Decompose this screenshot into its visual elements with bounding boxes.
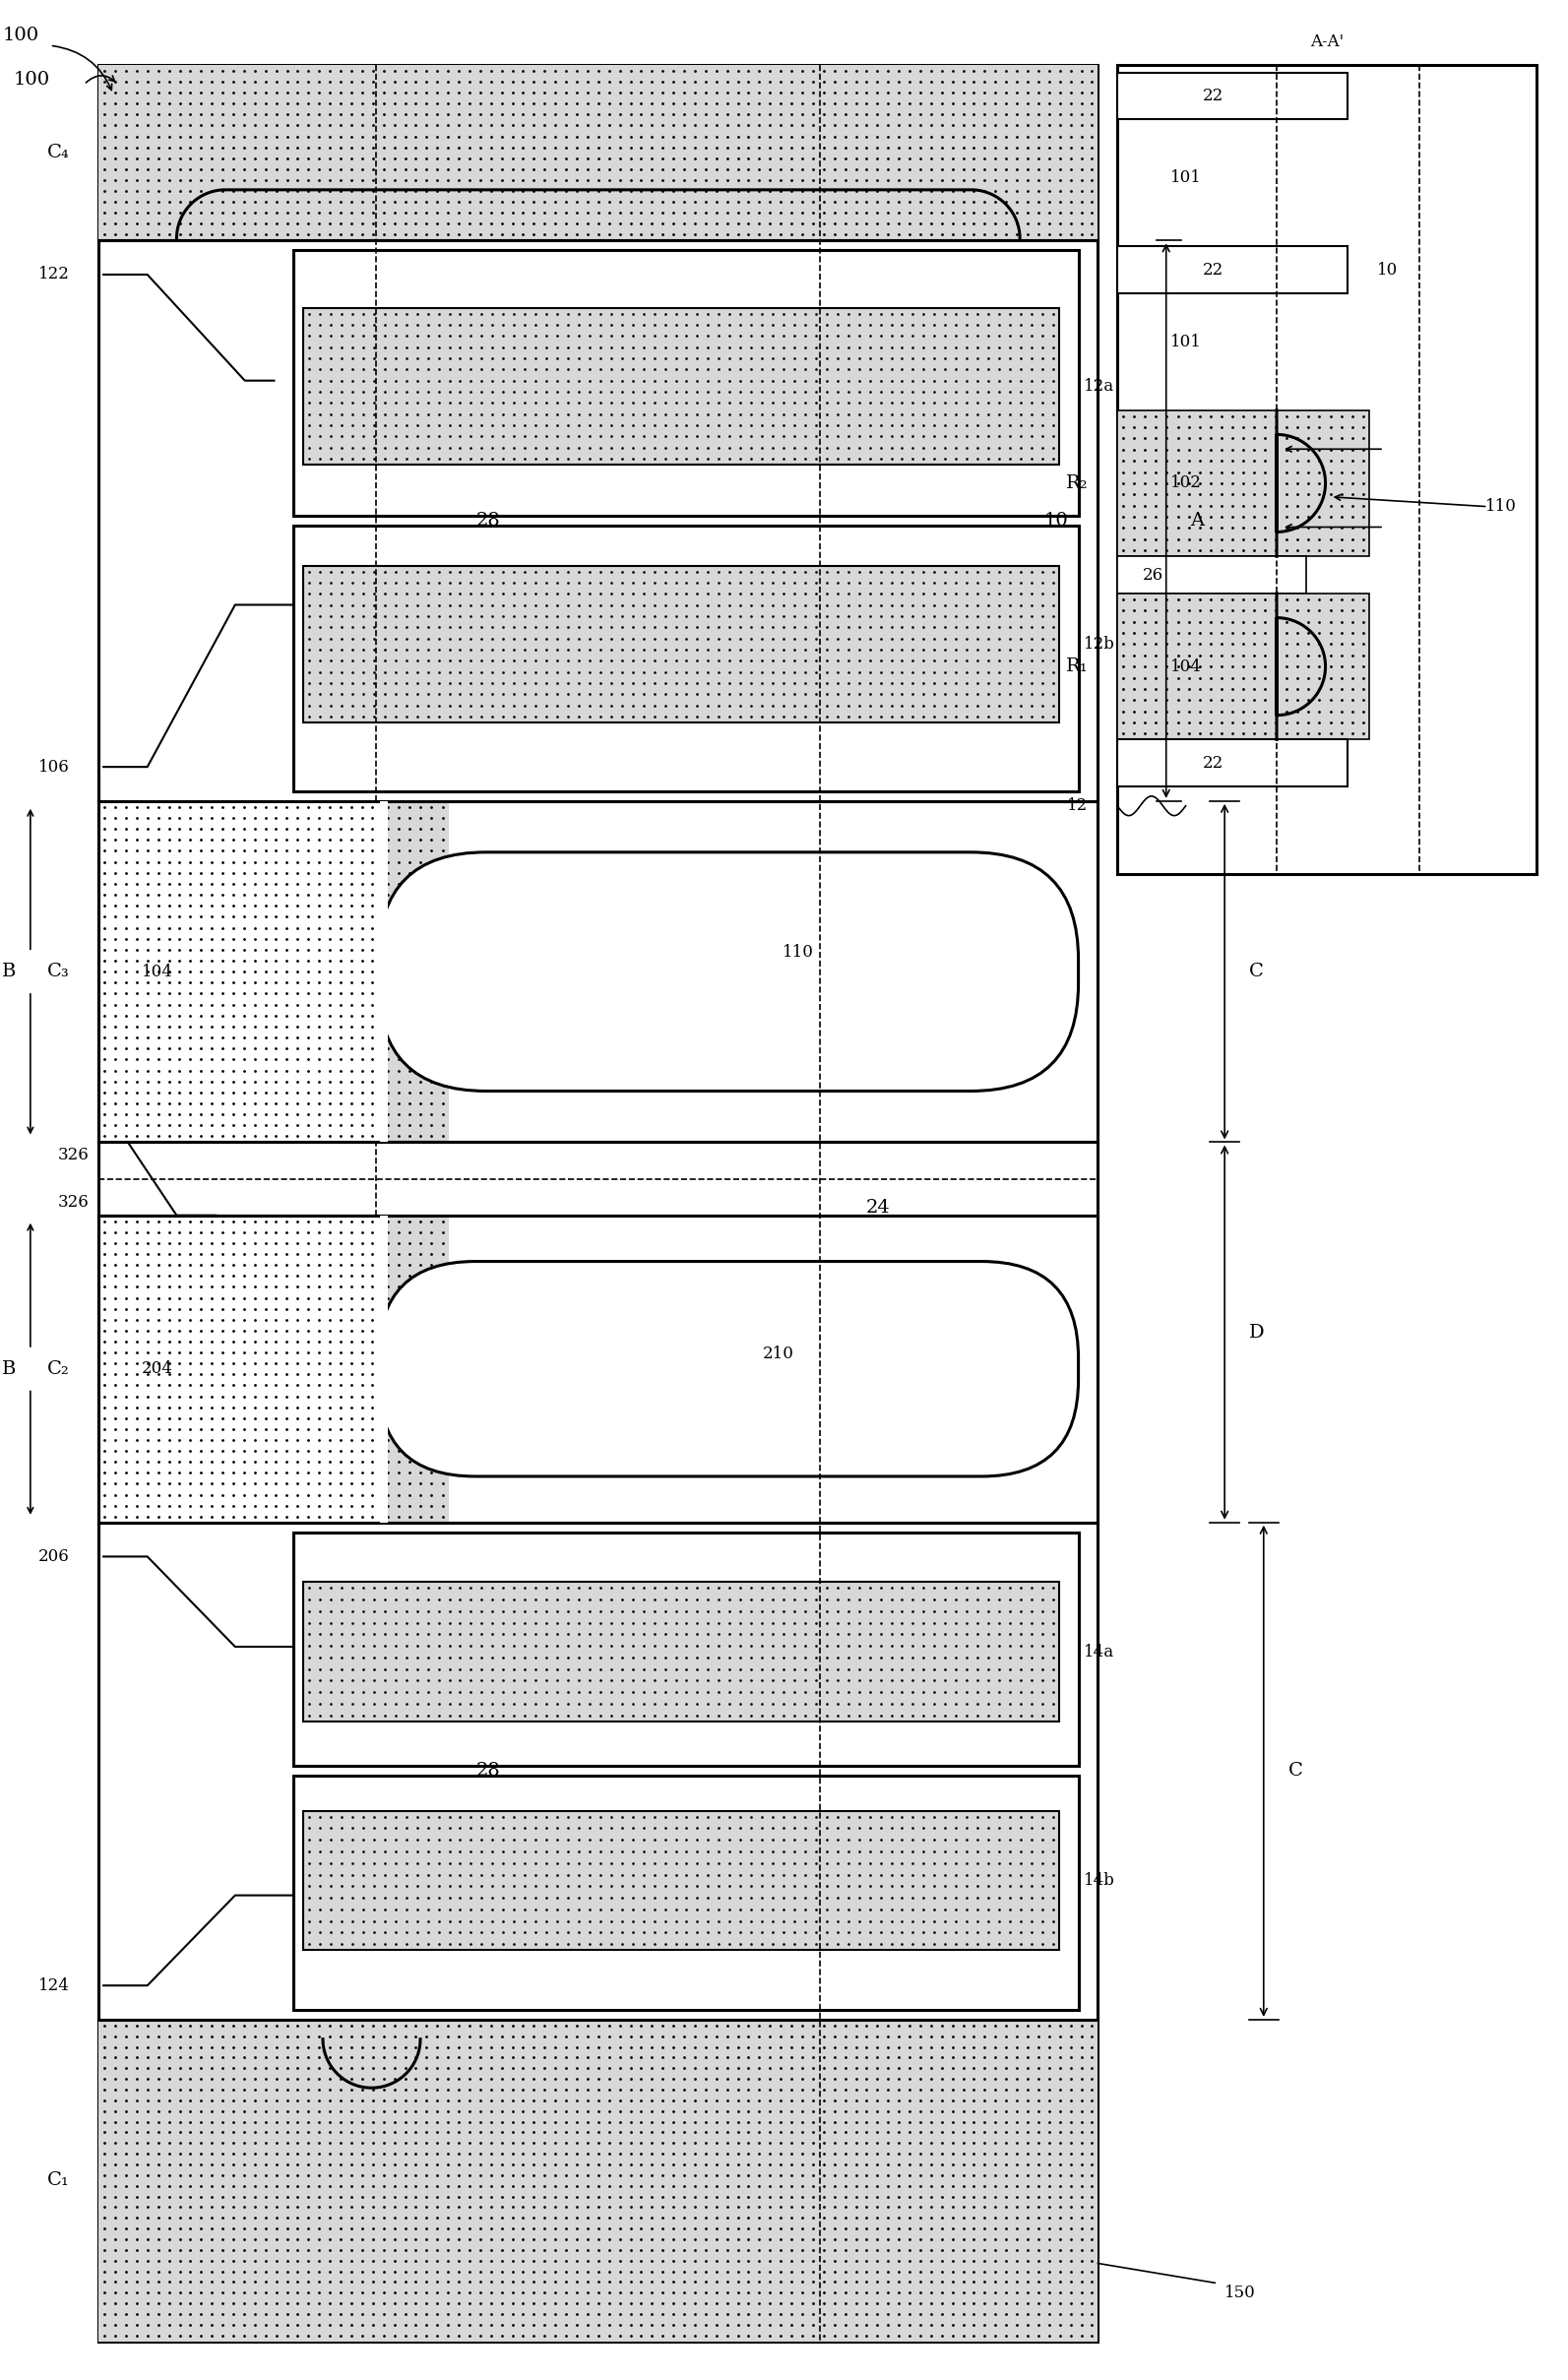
Text: R₂: R₂ [1066,474,1088,493]
Bar [99,802,389,1142]
Bar [99,64,1098,2342]
Text: 326: 326 [58,1195,89,1211]
Bar [99,1523,1098,2021]
Text: 101: 101 [1170,333,1201,350]
Text: 12b: 12b [1083,635,1115,652]
Bar [1118,74,1348,119]
Text: 14b: 14b [1083,1873,1115,1890]
Text: A-A': A-A' [1311,33,1344,50]
Text: 12a: 12a [1083,378,1113,395]
Bar [1118,409,1369,557]
Text: R₁: R₁ [1066,657,1088,676]
Text: 104: 104 [1170,659,1201,676]
Text: B: B [2,964,16,981]
Text: C₃: C₃ [47,964,69,981]
Bar [1118,557,1306,593]
Text: C: C [1250,964,1264,981]
Text: 206: 206 [38,1549,69,1566]
Text: 104: 104 [141,964,172,981]
Text: 28: 28 [477,1761,500,1780]
Text: 204: 204 [141,1361,172,1378]
Text: 124: 124 [38,1978,69,1994]
Text: 326: 326 [58,1147,89,1164]
Bar [99,802,448,1142]
Bar [99,2021,1098,2342]
FancyBboxPatch shape [378,1261,1079,1476]
Text: 22: 22 [1203,88,1223,105]
Bar [99,1216,448,1523]
Bar [99,64,1098,240]
Text: 26: 26 [1143,566,1163,583]
Bar [99,802,378,1142]
Text: A: A [1190,512,1204,531]
Bar [1118,64,1537,873]
Bar [303,1811,1058,1949]
Text: 24: 24 [866,1200,891,1216]
Bar [1118,593,1369,740]
Text: 210: 210 [762,1347,793,1364]
Text: 110: 110 [782,945,814,962]
Text: C₁: C₁ [47,2171,69,2190]
Text: 102: 102 [1170,476,1201,493]
Bar [303,566,1058,724]
FancyBboxPatch shape [378,852,1079,1090]
Bar [99,1216,378,1523]
Text: 14a: 14a [1083,1642,1113,1661]
Bar [293,1533,1079,1766]
Text: 101: 101 [1170,169,1201,186]
Text: 12: 12 [1068,797,1088,814]
Text: 22: 22 [1203,754,1223,771]
Bar [303,1583,1058,1721]
Text: 150: 150 [1225,2285,1256,2301]
Text: D: D [1250,1323,1264,1342]
Text: 100: 100 [2,26,39,45]
Bar [1118,245,1348,293]
Text: 122: 122 [38,267,69,283]
Text: B: B [2,1359,16,1378]
Bar [293,250,1079,516]
Text: C₂: C₂ [47,1359,69,1378]
Text: C₄: C₄ [47,143,69,162]
Bar [303,307,1058,464]
Text: 22: 22 [1203,262,1223,278]
Text: 106: 106 [38,759,69,776]
Bar [293,1775,1079,2009]
Text: 10: 10 [1044,512,1069,531]
Text: 28: 28 [477,512,500,531]
Text: 10: 10 [1377,262,1397,278]
Text: C: C [1287,1761,1303,1780]
Text: 100: 100 [13,71,50,88]
Bar [99,240,1098,802]
Text: 110: 110 [1486,497,1518,514]
Bar [99,1216,389,1523]
Bar [293,526,1079,790]
Bar [1118,740,1348,785]
